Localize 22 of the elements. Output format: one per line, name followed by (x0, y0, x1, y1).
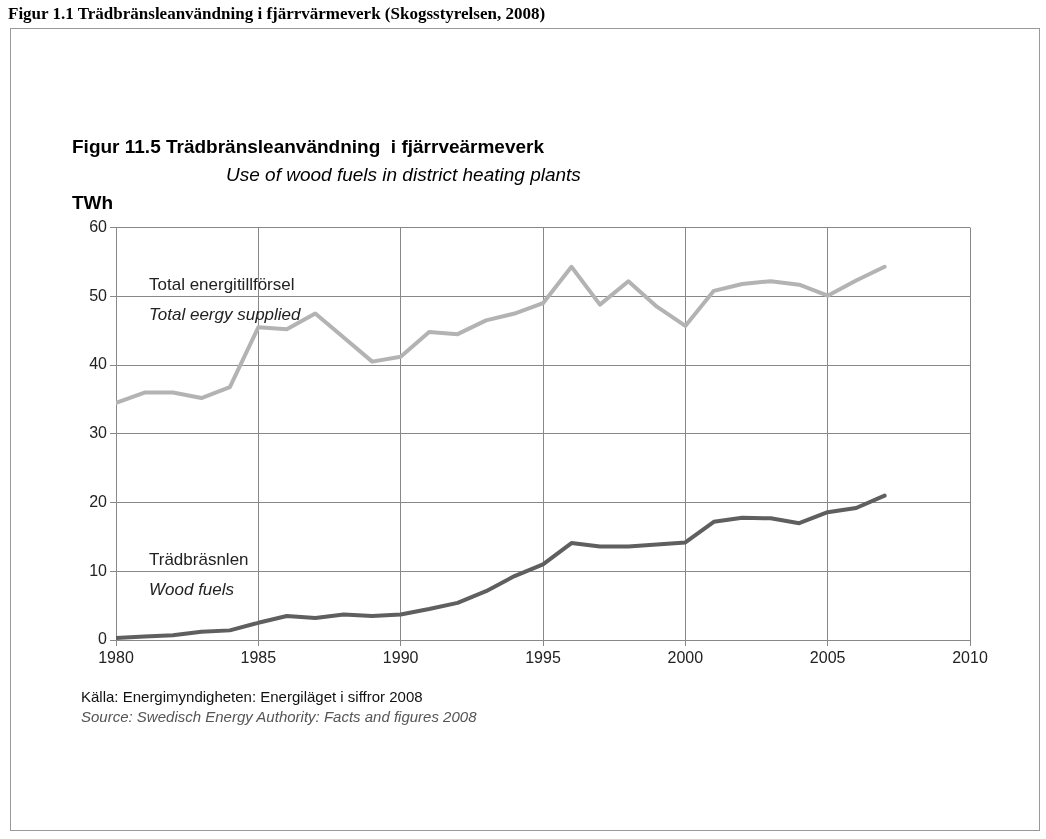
chart-subtitle: Use of wood fuels in district heating plants (226, 164, 581, 186)
x-tick-label: 2005 (809, 649, 846, 667)
y-axis-title: TWh (72, 192, 114, 214)
x-tick-label: 1985 (240, 649, 277, 667)
y-tick-label: 60 (89, 218, 108, 236)
y-tick-label: 20 (89, 492, 108, 510)
x-tick-label: 1995 (525, 649, 561, 667)
y-tick-label: 0 (98, 630, 108, 648)
y-tick-label: 40 (89, 355, 108, 373)
text: Källa: Energimyndigheten: Energiläget i siffror 2008 (81, 688, 423, 705)
series-label: Trädbräsnlen Wood fuels (149, 549, 249, 599)
x-tick-label: 1980 (98, 649, 134, 667)
source-note: Source: Swedisch Energy Authority: Facts and figures 2008 (81, 708, 477, 725)
x-tick-label: 2010 (952, 649, 988, 667)
series-label: Total energitillförsel Total eergy supplied (149, 274, 302, 324)
y-tick-label: 30 (89, 424, 108, 442)
chart-title: Figur 11.5 Trädbränsleanvändning i fjärrveärmeverk (72, 136, 545, 158)
text: Figur 1.1 Trädbränsleanvändning i fjärrvärmeverk (Skogsstyrelsen, 2008) (8, 4, 546, 24)
x-tick-label: 1990 (382, 649, 419, 667)
x-tick-label: 2000 (667, 649, 704, 667)
y-tick-label: 50 (89, 286, 108, 304)
y-tick-label: 10 (89, 561, 108, 579)
